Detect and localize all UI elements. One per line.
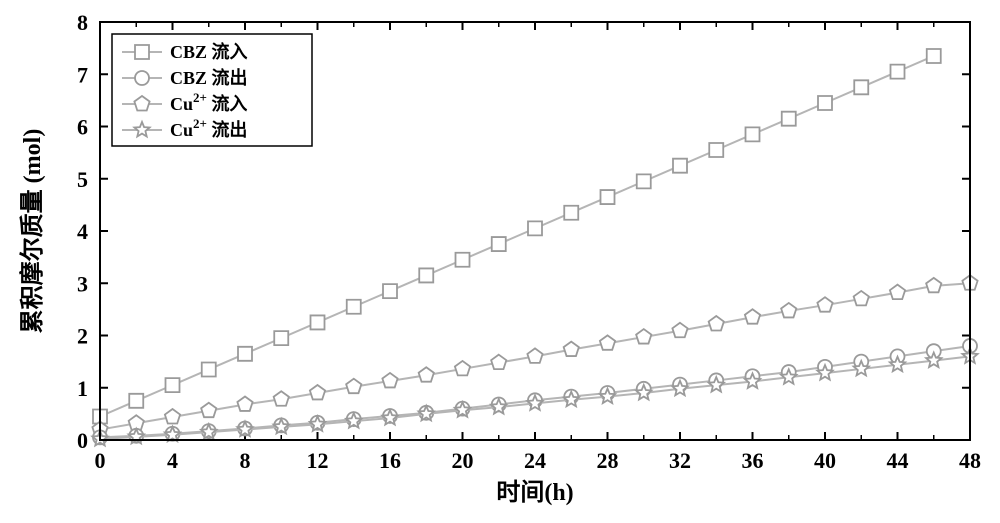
x-tick-label: 32 — [669, 448, 691, 473]
marker-cbz_in — [818, 96, 832, 110]
marker-cbz_in — [202, 362, 216, 376]
x-tick-label: 0 — [95, 448, 106, 473]
marker-cbz_in — [528, 221, 542, 235]
marker-cbz_in — [492, 237, 506, 251]
legend-marker — [135, 71, 149, 85]
y-tick-label: 3 — [77, 271, 88, 296]
y-tick-label: 4 — [77, 219, 88, 244]
legend-marker — [135, 45, 149, 59]
x-tick-label: 48 — [959, 448, 981, 473]
marker-cbz_in — [383, 284, 397, 298]
marker-cbz_in — [782, 112, 796, 126]
marker-cbz_in — [601, 190, 615, 204]
x-axis-label: 时间(h) — [496, 479, 573, 506]
marker-cbz_in — [709, 143, 723, 157]
legend-label: Cu2+ 流出 — [170, 116, 247, 140]
x-tick-label: 24 — [524, 448, 546, 473]
marker-cbz_in — [274, 331, 288, 345]
x-tick-label: 36 — [742, 448, 764, 473]
x-tick-label: 28 — [597, 448, 619, 473]
legend-label: Cu2+ 流入 — [170, 90, 247, 114]
marker-cbz_in — [854, 80, 868, 94]
chart-container: 04812162024283236404448012345678时间(h)累积摩… — [0, 0, 1000, 523]
marker-cbz_in — [746, 127, 760, 141]
line-chart: 04812162024283236404448012345678时间(h)累积摩… — [0, 0, 1000, 523]
x-tick-label: 4 — [167, 448, 178, 473]
marker-cbz_in — [311, 315, 325, 329]
marker-cbz_in — [166, 378, 180, 392]
marker-cbz_in — [347, 300, 361, 314]
y-tick-label: 0 — [77, 428, 88, 453]
y-axis-label: 累积摩尔质量 (mol) — [18, 129, 46, 334]
x-tick-label: 20 — [452, 448, 474, 473]
marker-cbz_in — [456, 253, 470, 267]
y-tick-label: 5 — [77, 167, 88, 192]
y-tick-label: 8 — [77, 10, 88, 35]
legend-label: CBZ 流入 — [170, 41, 248, 62]
marker-cbz_in — [564, 206, 578, 220]
marker-cbz_in — [891, 65, 905, 79]
x-tick-label: 44 — [887, 448, 909, 473]
marker-cbz_in — [673, 159, 687, 173]
x-tick-label: 40 — [814, 448, 836, 473]
y-tick-label: 6 — [77, 115, 88, 140]
y-tick-label: 2 — [77, 324, 88, 349]
marker-cbz_in — [129, 394, 143, 408]
x-tick-label: 8 — [240, 448, 251, 473]
x-tick-label: 16 — [379, 448, 401, 473]
y-tick-label: 7 — [77, 62, 88, 87]
marker-cbz_in — [637, 174, 651, 188]
marker-cbz_in — [238, 347, 252, 361]
y-tick-label: 1 — [77, 376, 88, 401]
marker-cbz_in — [419, 268, 433, 282]
marker-cbz_in — [927, 49, 941, 63]
legend-label: CBZ 流出 — [170, 67, 248, 88]
x-tick-label: 12 — [307, 448, 329, 473]
